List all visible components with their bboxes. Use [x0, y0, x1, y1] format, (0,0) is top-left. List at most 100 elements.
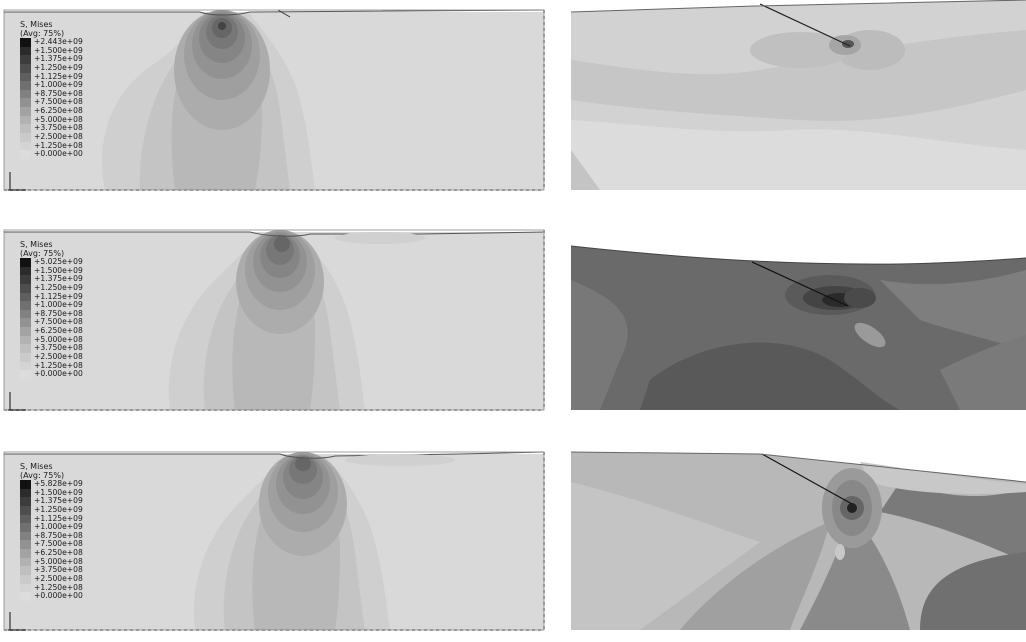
legend-swatch	[20, 283, 31, 293]
legend-level: +3.750e+08	[20, 565, 83, 576]
legend-swatch	[20, 275, 31, 284]
legend-level-label: +3.750e+08	[34, 123, 83, 133]
legend-swatch	[20, 124, 31, 134]
legend-swatch	[20, 583, 31, 593]
contour-plot-right-3	[570, 451, 1026, 630]
legend-level: +5.025e+09	[20, 257, 83, 267]
legend-swatch	[20, 488, 31, 498]
legend-level: +1.500e+09	[20, 265, 83, 276]
legend-level-label: +1.250e+09	[34, 62, 83, 72]
legend-level-label: +1.250e+09	[34, 282, 83, 292]
legend-level: +7.500e+08	[20, 318, 83, 328]
legend-level: +3.750e+08	[20, 123, 83, 134]
legend-level: +0.000e+00	[20, 369, 83, 379]
legend-level: +7.500e+08	[20, 97, 83, 108]
legend-level-label: +6.250e+08	[34, 106, 83, 116]
legend-level-label: +5.000e+08	[34, 556, 83, 566]
legend-rows: +5.025e+09 +1.500e+09 +1.375e+09 +1.250e+09…	[20, 257, 83, 379]
legend-level-label: +7.500e+08	[34, 539, 83, 549]
legend-level-label: +1.250e+08	[34, 582, 83, 592]
legend-level: +0.000e+00	[20, 149, 83, 159]
stress-panel-2: S, Mises (Avg: 75%) +5.025e+09 +1.500e+09…	[0, 220, 1026, 420]
legend-level: +1.250e+09	[20, 505, 83, 515]
legend-swatch	[20, 549, 31, 558]
legend-subtitle: (Avg: 75%)	[20, 471, 65, 480]
legend-subtitle: (Avg: 75%)	[20, 249, 65, 258]
legend-level-label: +0.000e+00	[34, 591, 83, 601]
legend-title: S, Mises	[20, 240, 53, 249]
legend-level-label: +1.250e+08	[34, 360, 83, 370]
legend-level: +3.750e+08	[20, 343, 83, 354]
legend-swatch	[20, 514, 31, 524]
legend-level: +5.000e+08	[20, 335, 83, 345]
legend-level-label: +1.125e+09	[34, 71, 83, 81]
legend-level: +5.000e+08	[20, 556, 83, 567]
legend-swatch	[20, 566, 31, 576]
legend-level: +1.000e+09	[20, 80, 83, 90]
legend-level: +1.375e+09	[20, 54, 83, 64]
legend-swatch	[20, 353, 31, 362]
legend-swatch	[20, 531, 31, 541]
legend-level-label: +1.500e+09	[34, 45, 83, 55]
legend-swatch	[20, 301, 31, 310]
legend-level-label: +8.750e+08	[34, 308, 83, 318]
legend-swatch	[20, 370, 31, 379]
legend-swatch	[20, 55, 31, 64]
legend-rows: +5.828e+09 +1.500e+09 +1.375e+09 +1.250e+09…	[20, 479, 83, 601]
legend-swatch	[20, 557, 31, 567]
legend-level: +1.250e+08	[20, 141, 83, 151]
legend-swatch	[20, 318, 31, 328]
legend-level-label: +2.500e+08	[34, 132, 83, 142]
legend-level-label: +1.125e+09	[34, 513, 83, 523]
legend-level-label: +3.750e+08	[34, 343, 83, 353]
legend-level: +6.250e+08	[20, 326, 83, 336]
legend-swatch	[20, 480, 31, 489]
legend-level: +1.000e+09	[20, 300, 83, 310]
legend-level-label: +1.000e+09	[34, 522, 83, 532]
legend-swatch	[20, 98, 31, 108]
legend-level-label: +2.500e+08	[34, 352, 83, 362]
legend-swatch	[20, 63, 31, 73]
legend-level: +8.750e+08	[20, 531, 83, 541]
legend-swatch	[20, 89, 31, 99]
legend-swatch	[20, 505, 31, 515]
contour-plot-right-1	[570, 0, 1026, 190]
legend-swatch	[20, 309, 31, 319]
legend-level-label: +5.828e+09	[34, 479, 83, 488]
legend-level-label: +1.500e+09	[34, 265, 83, 275]
legend-swatch	[20, 115, 31, 125]
legend-swatch	[20, 497, 31, 506]
legend-level: +1.250e+09	[20, 62, 83, 73]
legend-level: +1.125e+09	[20, 513, 83, 524]
legend-level-label: +1.500e+09	[34, 487, 83, 497]
legend-level: +1.125e+09	[20, 291, 83, 302]
legend-level: +2.443e+09	[20, 37, 83, 47]
legend-level-label: +1.125e+09	[34, 291, 83, 301]
legend-level: +5.000e+08	[20, 114, 83, 125]
legend-level-label: +1.375e+09	[34, 54, 83, 64]
legend-level: +1.125e+09	[20, 71, 83, 82]
contour-plot-left-1	[3, 9, 545, 191]
legend-level: +5.828e+09	[20, 479, 83, 489]
legend-rows: +2.443e+09 +1.500e+09 +1.375e+09 +1.250e+09…	[20, 37, 83, 159]
legend-level-label: +0.000e+00	[34, 149, 83, 159]
legend-swatch	[20, 81, 31, 90]
legend-level: +7.500e+08	[20, 539, 83, 550]
legend-level: +2.500e+08	[20, 352, 83, 362]
legend-level-label: +8.750e+08	[34, 88, 83, 98]
legend-1: S, Mises (Avg: 75%) +2.443e+09 +1.500e+09…	[20, 20, 83, 159]
legend-swatch	[20, 107, 31, 116]
legend-2: S, Mises (Avg: 75%) +5.025e+09 +1.500e+09…	[20, 240, 83, 379]
legend-subtitle: (Avg: 75%)	[20, 29, 65, 38]
legend-level-label: +6.250e+08	[34, 326, 83, 336]
legend-title: S, Mises	[20, 20, 53, 29]
legend-level: +1.250e+08	[20, 360, 83, 371]
stress-panel-3: S, Mises (Avg: 75%) +5.828e+09 +1.500e+09…	[0, 442, 1026, 642]
legend-swatch	[20, 361, 31, 371]
legend-level-label: +5.000e+08	[34, 114, 83, 124]
legend-swatch	[20, 592, 31, 601]
legend-level-label: +2.443e+09	[34, 37, 83, 46]
legend-level-label: +7.500e+08	[34, 97, 83, 107]
contour-plot-left-2	[3, 229, 545, 411]
legend-level-label: +6.250e+08	[34, 548, 83, 558]
